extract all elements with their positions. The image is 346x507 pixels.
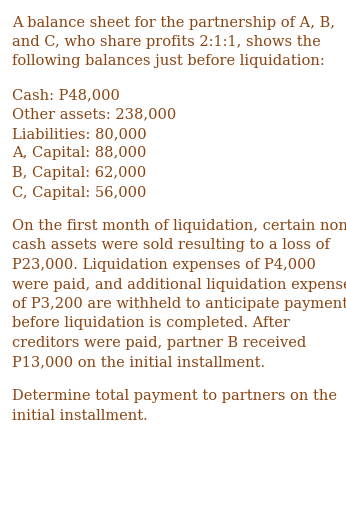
Text: B, Capital: 62,000: B, Capital: 62,000 bbox=[12, 166, 146, 180]
Text: initial installment.: initial installment. bbox=[12, 409, 148, 422]
Text: of P3,200 are withheld to anticipate payment: of P3,200 are withheld to anticipate pay… bbox=[12, 297, 346, 311]
Text: before liquidation is completed. After: before liquidation is completed. After bbox=[12, 316, 290, 331]
Text: On the first month of liquidation, certain non-: On the first month of liquidation, certa… bbox=[12, 219, 346, 233]
Text: creditors were paid, partner B received: creditors were paid, partner B received bbox=[12, 336, 306, 350]
Text: following balances just before liquidation:: following balances just before liquidati… bbox=[12, 54, 325, 68]
Text: A balance sheet for the partnership of A, B,: A balance sheet for the partnership of A… bbox=[12, 16, 335, 29]
Text: Cash: P48,000: Cash: P48,000 bbox=[12, 88, 120, 102]
Text: C, Capital: 56,000: C, Capital: 56,000 bbox=[12, 186, 146, 199]
Text: Other assets: 238,000: Other assets: 238,000 bbox=[12, 107, 176, 122]
Text: P13,000 on the initial installment.: P13,000 on the initial installment. bbox=[12, 355, 265, 370]
Text: A, Capital: 88,000: A, Capital: 88,000 bbox=[12, 147, 146, 161]
Text: Liabilities: 80,000: Liabilities: 80,000 bbox=[12, 127, 147, 141]
Text: and C, who share profits 2:1:1, shows the: and C, who share profits 2:1:1, shows th… bbox=[12, 35, 321, 49]
Text: P23,000. Liquidation expenses of P4,000: P23,000. Liquidation expenses of P4,000 bbox=[12, 258, 316, 272]
Text: were paid, and additional liquidation expenses: were paid, and additional liquidation ex… bbox=[12, 277, 346, 292]
Text: cash assets were sold resulting to a loss of: cash assets were sold resulting to a los… bbox=[12, 238, 330, 252]
Text: Determine total payment to partners on the: Determine total payment to partners on t… bbox=[12, 389, 337, 403]
